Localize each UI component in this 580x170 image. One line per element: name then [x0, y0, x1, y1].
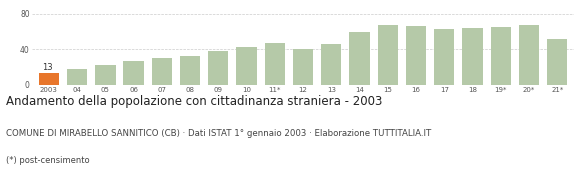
Text: COMUNE DI MIRABELLO SANNITICO (CB) · Dati ISTAT 1° gennaio 2003 · Elaborazione T: COMUNE DI MIRABELLO SANNITICO (CB) · Dat… — [6, 129, 431, 138]
Bar — [491, 27, 511, 85]
Bar — [208, 51, 229, 85]
Text: (*) post-censimento: (*) post-censimento — [6, 156, 89, 165]
Bar — [180, 56, 200, 85]
Text: 13: 13 — [42, 63, 53, 72]
Bar — [462, 28, 483, 85]
Bar — [321, 44, 342, 85]
Text: Andamento della popolazione con cittadinanza straniera - 2003: Andamento della popolazione con cittadin… — [6, 95, 382, 108]
Bar — [151, 58, 172, 85]
Bar — [349, 32, 369, 85]
Bar — [378, 25, 398, 85]
Bar — [406, 26, 426, 85]
Bar — [519, 25, 539, 85]
Bar — [293, 49, 313, 85]
Bar — [67, 69, 87, 85]
Bar — [547, 39, 567, 85]
Bar — [434, 29, 455, 85]
Bar — [124, 61, 144, 85]
Bar — [39, 73, 59, 85]
Bar — [237, 47, 257, 85]
Bar — [95, 65, 115, 85]
Bar — [264, 43, 285, 85]
